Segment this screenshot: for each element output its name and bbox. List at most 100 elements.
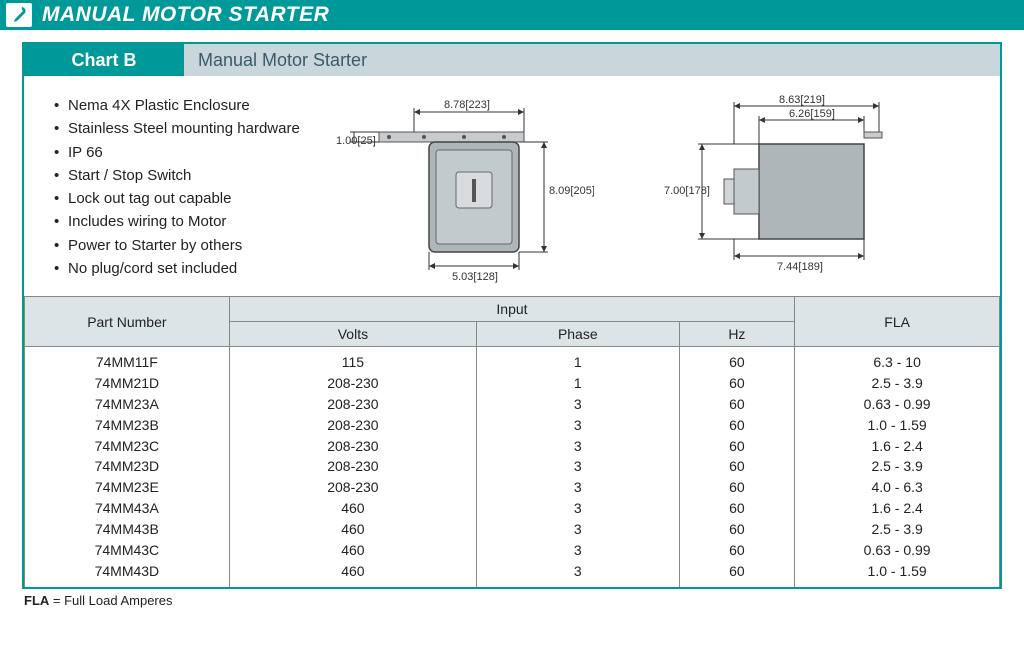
- table-cell: 3: [477, 477, 679, 498]
- table-row: 74MM23D208-2303602.5 - 3.9: [25, 456, 1000, 477]
- table-cell: 60: [679, 436, 795, 457]
- table-row: 74MM21D208-2301602.5 - 3.9: [25, 373, 1000, 394]
- table-cell: 0.63 - 0.99: [795, 394, 1000, 415]
- table-cell: 3: [477, 519, 679, 540]
- footnote: FLA = Full Load Amperes: [24, 593, 1024, 608]
- table-cell: 60: [679, 415, 795, 436]
- table-row: 74MM43B4603602.5 - 3.9: [25, 519, 1000, 540]
- dim-label: 7.00[178]: [664, 185, 710, 197]
- chart-header: Chart B Manual Motor Starter: [24, 44, 1000, 76]
- table-row: 74MM23B208-2303601.0 - 1.59: [25, 415, 1000, 436]
- table-cell: 208-230: [229, 456, 476, 477]
- table-cell: 74MM43A: [25, 498, 230, 519]
- table-cell: 1: [477, 373, 679, 394]
- chart-label: Chart B: [24, 44, 184, 76]
- table-cell: 115: [229, 347, 476, 373]
- dim-label: 8.78[223]: [444, 99, 490, 111]
- table-cell: 60: [679, 498, 795, 519]
- table-cell: 60: [679, 477, 795, 498]
- table-cell: 460: [229, 498, 476, 519]
- table-cell: 1.6 - 2.4: [795, 498, 1000, 519]
- table-cell: 460: [229, 540, 476, 561]
- section-banner: MANUAL MOTOR STARTER: [0, 0, 1024, 30]
- table-cell: 208-230: [229, 415, 476, 436]
- wrench-icon: [6, 3, 32, 27]
- table-cell: 74MM23A: [25, 394, 230, 415]
- table-cell: 60: [679, 561, 795, 587]
- dim-label: 7.44[189]: [777, 261, 823, 273]
- table-row: 74MM11F1151606.3 - 10: [25, 347, 1000, 373]
- table-row: 74MM23C208-2303601.6 - 2.4: [25, 436, 1000, 457]
- spec-table: Part Number Input FLA Volts Phase Hz 74M…: [24, 296, 1000, 587]
- table-row: 74MM23A208-2303600.63 - 0.99: [25, 394, 1000, 415]
- table-cell: 60: [679, 519, 795, 540]
- dim-label: 1.00[25]: [336, 135, 376, 147]
- list-item: Includes wiring to Motor: [54, 210, 324, 233]
- table-cell: 2.5 - 3.9: [795, 519, 1000, 540]
- feature-list: Nema 4X Plastic Enclosure Stainless Stee…: [54, 94, 324, 284]
- table-cell: 74MM43C: [25, 540, 230, 561]
- table-cell: 4.0 - 6.3: [795, 477, 1000, 498]
- col-fla: FLA: [795, 297, 1000, 347]
- info-row: Nema 4X Plastic Enclosure Stainless Stee…: [24, 76, 1000, 296]
- table-cell: 60: [679, 394, 795, 415]
- list-item: Power to Starter by others: [54, 234, 324, 257]
- table-cell: 1.6 - 2.4: [795, 436, 1000, 457]
- col-part-number: Part Number: [25, 297, 230, 347]
- dim-label: 5.03[128]: [452, 271, 498, 283]
- table-cell: 74MM11F: [25, 347, 230, 373]
- table-cell: 460: [229, 519, 476, 540]
- chart-box: Chart B Manual Motor Starter Nema 4X Pla…: [22, 42, 1002, 589]
- table-cell: 3: [477, 561, 679, 587]
- table-cell: 74MM43B: [25, 519, 230, 540]
- table-cell: 60: [679, 373, 795, 394]
- diagram-area: 8.78[223] 1.00[25]: [324, 94, 980, 284]
- table-row: 74MM43A4603601.6 - 2.4: [25, 498, 1000, 519]
- table-cell: 3: [477, 540, 679, 561]
- list-item: IP 66: [54, 141, 324, 164]
- table-cell: 460: [229, 561, 476, 587]
- chart-subtitle: Manual Motor Starter: [184, 44, 367, 76]
- side-view-diagram: 8.63[219] 6.26[159] 7.: [664, 94, 914, 284]
- table-row: 74MM43D4603601.0 - 1.59: [25, 561, 1000, 587]
- table-cell: 208-230: [229, 373, 476, 394]
- list-item: No plug/cord set included: [54, 257, 324, 280]
- col-hz: Hz: [679, 322, 795, 347]
- footnote-text: = Full Load Amperes: [49, 593, 172, 608]
- footnote-abbr: FLA: [24, 593, 49, 608]
- table-cell: 60: [679, 456, 795, 477]
- dim-label: 6.26[159]: [789, 108, 835, 120]
- table-cell: 60: [679, 347, 795, 373]
- table-cell: 2.5 - 3.9: [795, 373, 1000, 394]
- table-cell: 74MM23B: [25, 415, 230, 436]
- table-cell: 208-230: [229, 394, 476, 415]
- table-cell: 3: [477, 415, 679, 436]
- table-row: 74MM43C4603600.63 - 0.99: [25, 540, 1000, 561]
- banner-title: MANUAL MOTOR STARTER: [42, 3, 329, 27]
- table-cell: 208-230: [229, 477, 476, 498]
- front-view-diagram: 8.78[223] 1.00[25]: [334, 94, 594, 284]
- table-cell: 74MM23D: [25, 456, 230, 477]
- table-cell: 74MM23C: [25, 436, 230, 457]
- table-cell: 74MM21D: [25, 373, 230, 394]
- table-cell: 3: [477, 394, 679, 415]
- table-cell: 1.0 - 1.59: [795, 415, 1000, 436]
- table-cell: 74MM43D: [25, 561, 230, 587]
- table-cell: 208-230: [229, 436, 476, 457]
- list-item: Stainless Steel mounting hardware: [54, 117, 324, 140]
- dim-label: 8.63[219]: [779, 94, 825, 106]
- table-row: 74MM23E208-2303604.0 - 6.3: [25, 477, 1000, 498]
- dim-label: 8.09[205]: [549, 185, 594, 197]
- table-cell: 74MM23E: [25, 477, 230, 498]
- table-cell: 60: [679, 540, 795, 561]
- table-cell: 1: [477, 347, 679, 373]
- table-cell: 3: [477, 456, 679, 477]
- table-cell: 3: [477, 436, 679, 457]
- table-cell: 1.0 - 1.59: [795, 561, 1000, 587]
- table-cell: 0.63 - 0.99: [795, 540, 1000, 561]
- col-phase: Phase: [477, 322, 679, 347]
- col-volts: Volts: [229, 322, 476, 347]
- table-cell: 2.5 - 3.9: [795, 456, 1000, 477]
- table-cell: 3: [477, 498, 679, 519]
- list-item: Nema 4X Plastic Enclosure: [54, 94, 324, 117]
